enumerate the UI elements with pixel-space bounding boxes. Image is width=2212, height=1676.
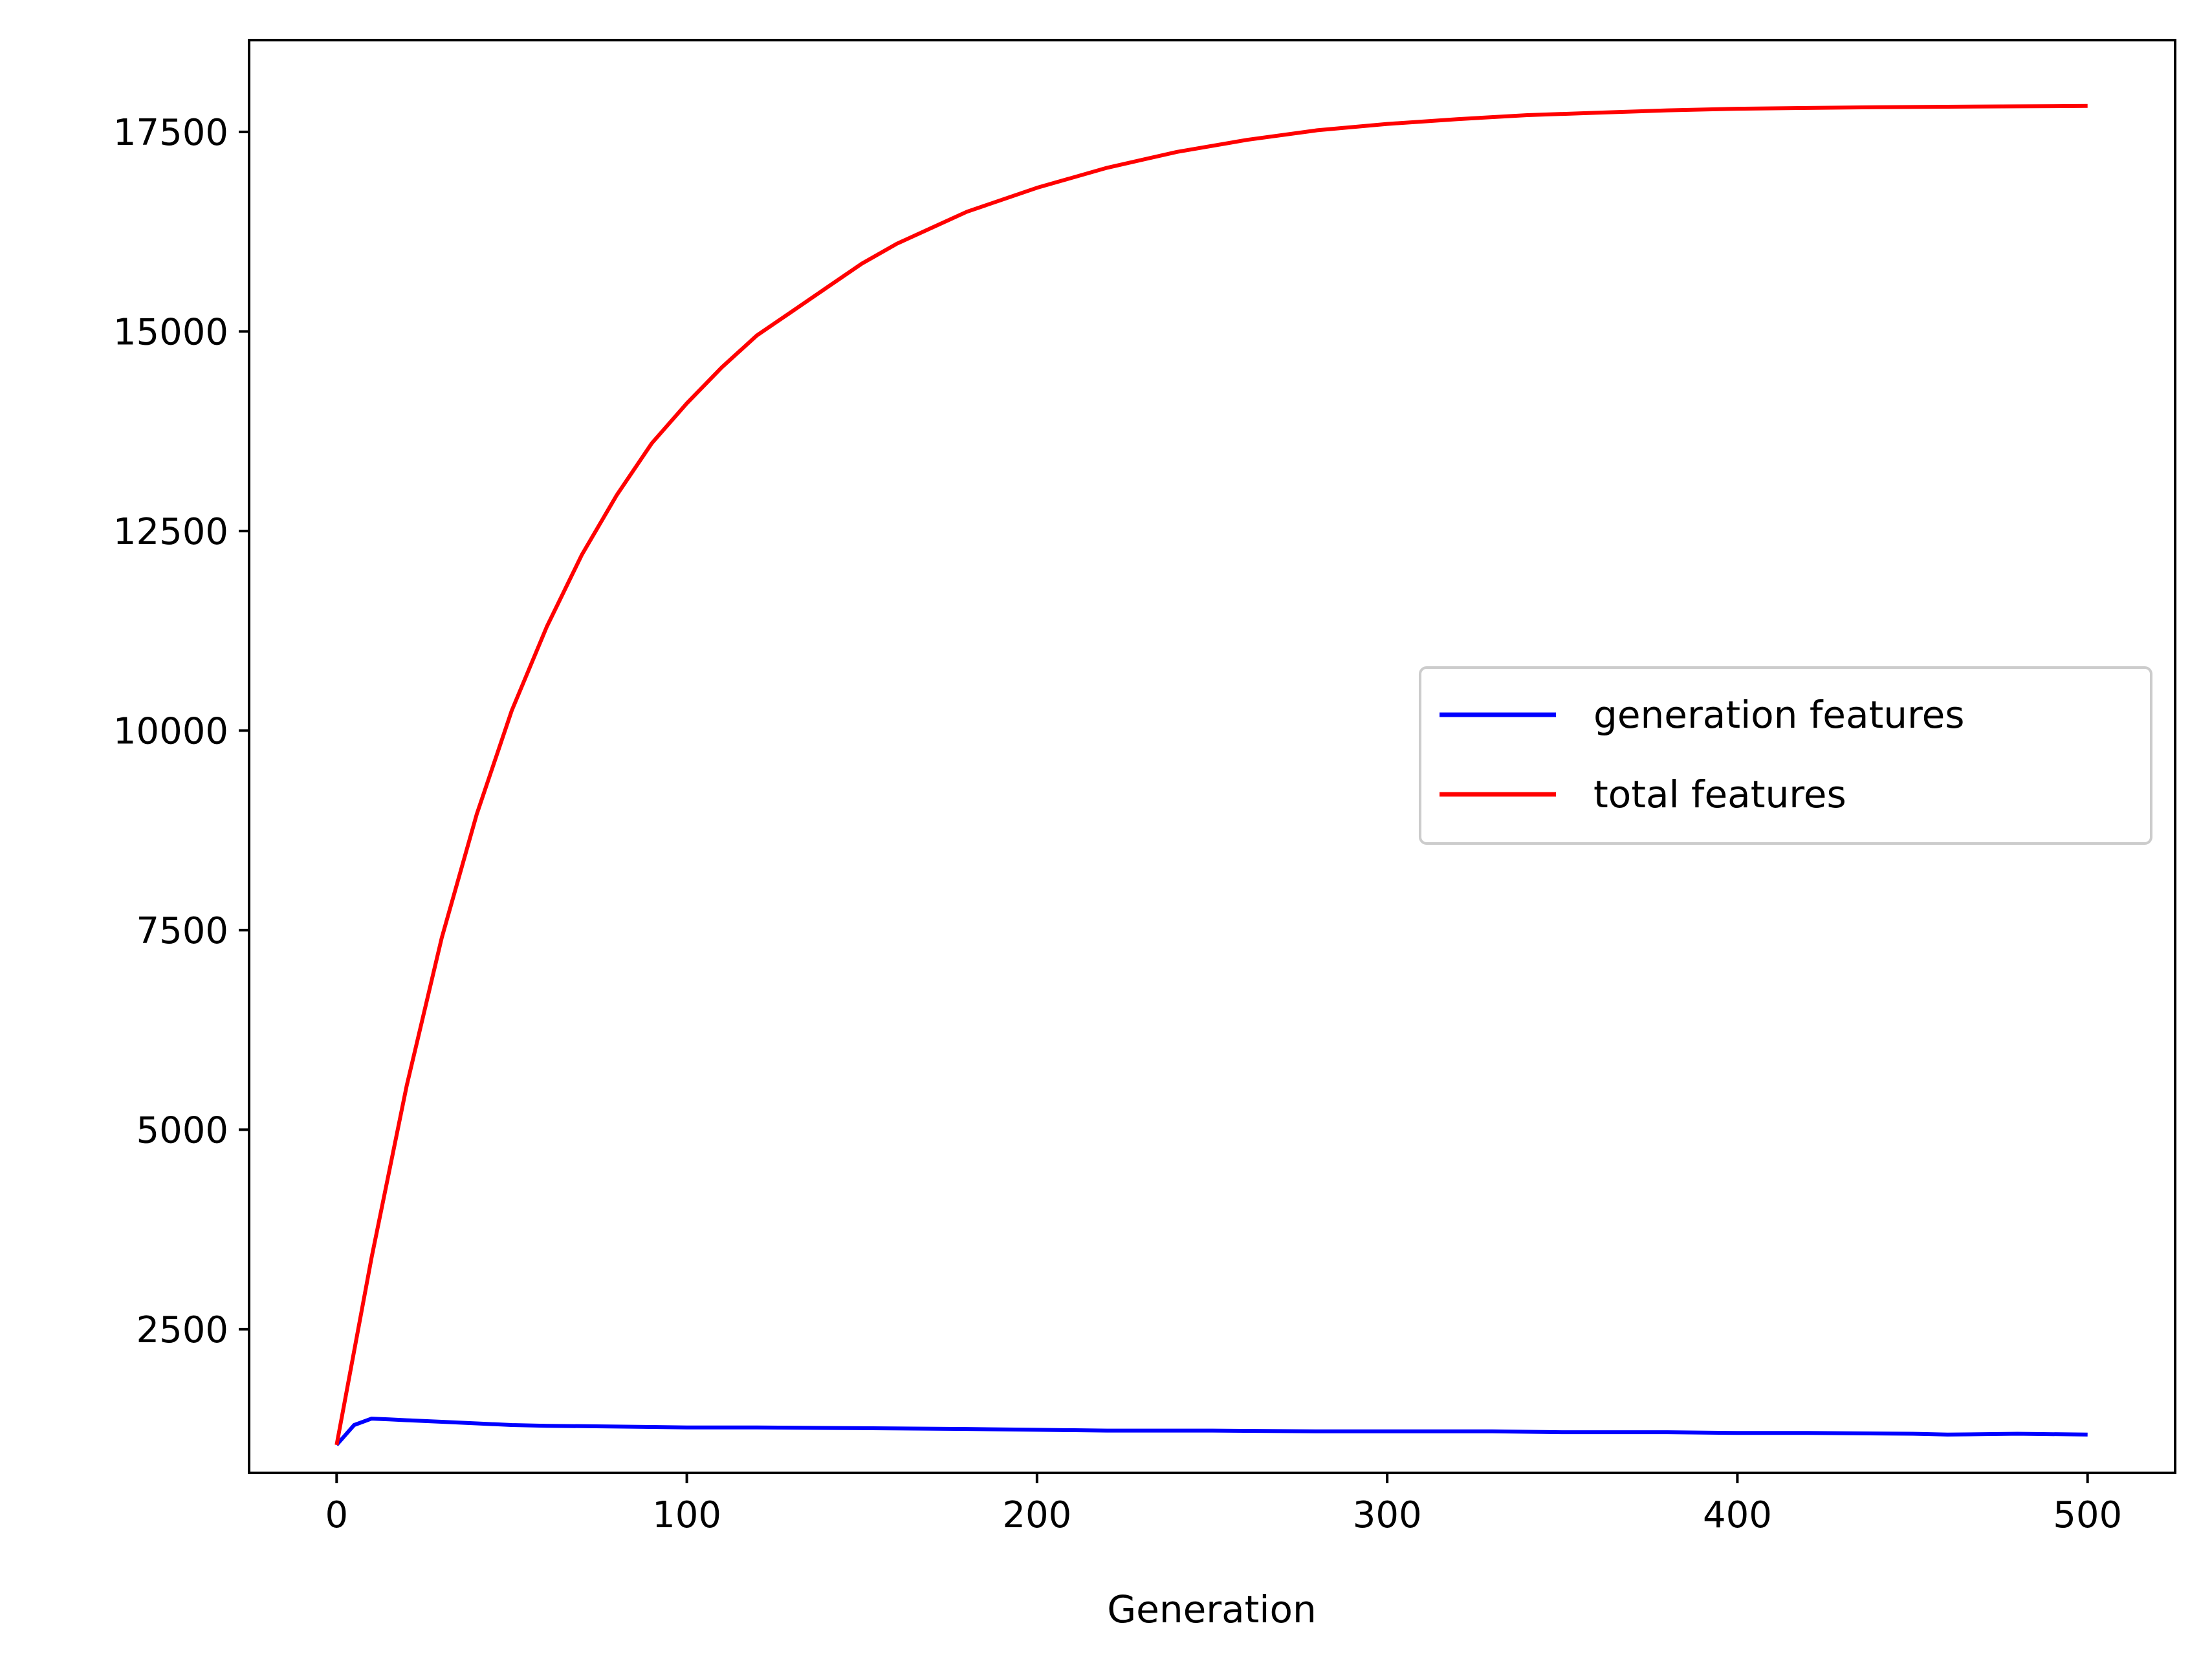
- y-tick-label: 12500: [113, 511, 228, 553]
- x-tick-label: 500: [2053, 1494, 2122, 1536]
- legend-box: [1419, 666, 2152, 845]
- legend-label-generation-features: generation features: [1593, 693, 1965, 737]
- legend-label-total-features: total features: [1593, 772, 1846, 816]
- plot-frame: [248, 39, 2176, 1474]
- y-tick-label: 15000: [113, 311, 228, 353]
- y-tick-label: 10000: [113, 710, 228, 752]
- series-layer: [334, 103, 2088, 1446]
- series-line-total-features: [334, 103, 2088, 1446]
- y-tick-label: 17500: [113, 112, 228, 154]
- x-tick-label: 100: [652, 1494, 721, 1536]
- y-tick-label: 5000: [136, 1109, 228, 1151]
- x-tick-label: 400: [1703, 1494, 1772, 1536]
- x-tick-label: 200: [1002, 1494, 1071, 1536]
- x-tick-label: 300: [1353, 1494, 1422, 1536]
- x-axis-label: Generation: [1107, 1587, 1317, 1631]
- series-line-generation-features: [335, 1417, 2088, 1446]
- y-tick-label: 7500: [136, 910, 228, 952]
- legend: generation features total features: [1419, 666, 2152, 845]
- x-tick-label: 0: [325, 1494, 348, 1536]
- y-axis: 2500 5000 7500 10000 12500 15000 17500: [113, 112, 249, 1351]
- x-axis: 0 100 200 300 400 500: [325, 1473, 2122, 1536]
- y-tick-label: 2500: [136, 1309, 228, 1351]
